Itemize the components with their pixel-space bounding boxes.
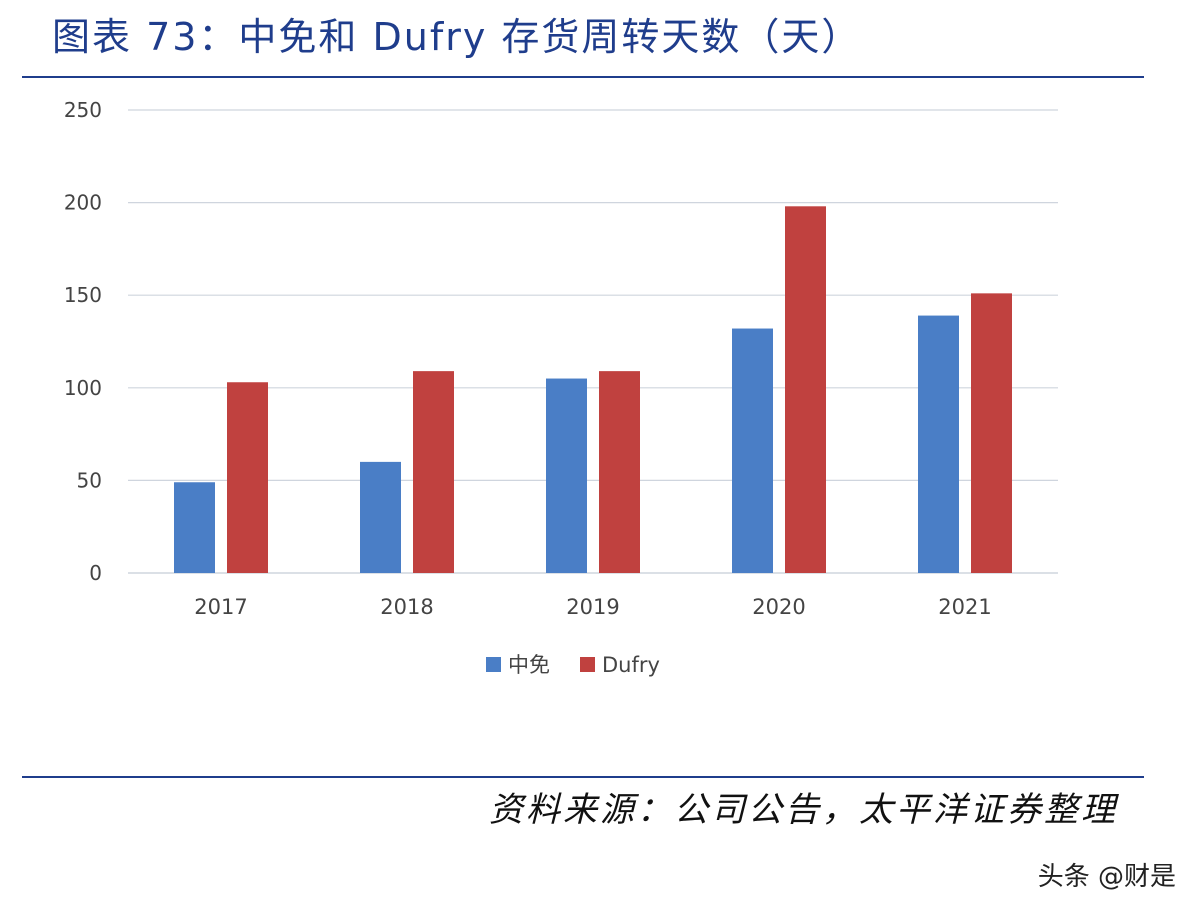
- bar-dufry-2017: [227, 382, 268, 573]
- x-axis-ticks: 2017 2018 2019 2020 2021: [194, 595, 991, 619]
- x-tick-label: 2017: [194, 595, 247, 619]
- bar-zhongmian-2018: [360, 461, 401, 573]
- x-tick-label: 2021: [938, 595, 991, 619]
- y-tick-label: 50: [77, 468, 102, 492]
- legend-label: 中免: [508, 653, 550, 677]
- legend: 中免 Dufry: [486, 653, 660, 677]
- x-tick-label: 2018: [380, 595, 433, 619]
- title-divider: [22, 76, 1144, 78]
- watermark: 头条 @财是: [1037, 862, 1176, 892]
- bar-zhongmian-2019: [546, 378, 587, 573]
- y-tick-label: 200: [64, 191, 102, 215]
- bar-dufry-2019: [599, 371, 640, 573]
- bars: [174, 206, 1012, 573]
- y-tick-label: 150: [64, 283, 102, 307]
- bar-chart: 0 50 100 150 200 250 2017 2018 2019 2020 2021 中免 D…: [64, 98, 1058, 677]
- legend-label: Dufry: [602, 653, 660, 677]
- source-divider: [22, 776, 1144, 778]
- y-tick-label: 100: [64, 376, 102, 400]
- y-tick-label: 0: [89, 561, 102, 585]
- gridlines: [128, 109, 1058, 574]
- legend-swatch-zhongmian: [486, 657, 501, 672]
- bar-dufry-2018: [413, 371, 454, 573]
- bar-dufry-2021: [971, 293, 1012, 573]
- x-tick-label: 2020: [752, 595, 805, 619]
- bar-dufry-2020: [785, 206, 826, 573]
- y-tick-label: 250: [64, 98, 102, 122]
- y-axis-ticks: 0 50 100 150 200 250: [64, 98, 102, 585]
- bar-zhongmian-2020: [732, 328, 773, 573]
- chart-title: 图表 73：中免和 Dufry 存货周转天数（天）: [52, 15, 862, 59]
- source-note: 资料来源：公司公告，太平洋证券整理: [489, 790, 1118, 830]
- bar-zhongmian-2017: [174, 482, 215, 573]
- x-tick-label: 2019: [566, 595, 619, 619]
- legend-swatch-dufry: [580, 657, 595, 672]
- bar-zhongmian-2021: [918, 315, 959, 573]
